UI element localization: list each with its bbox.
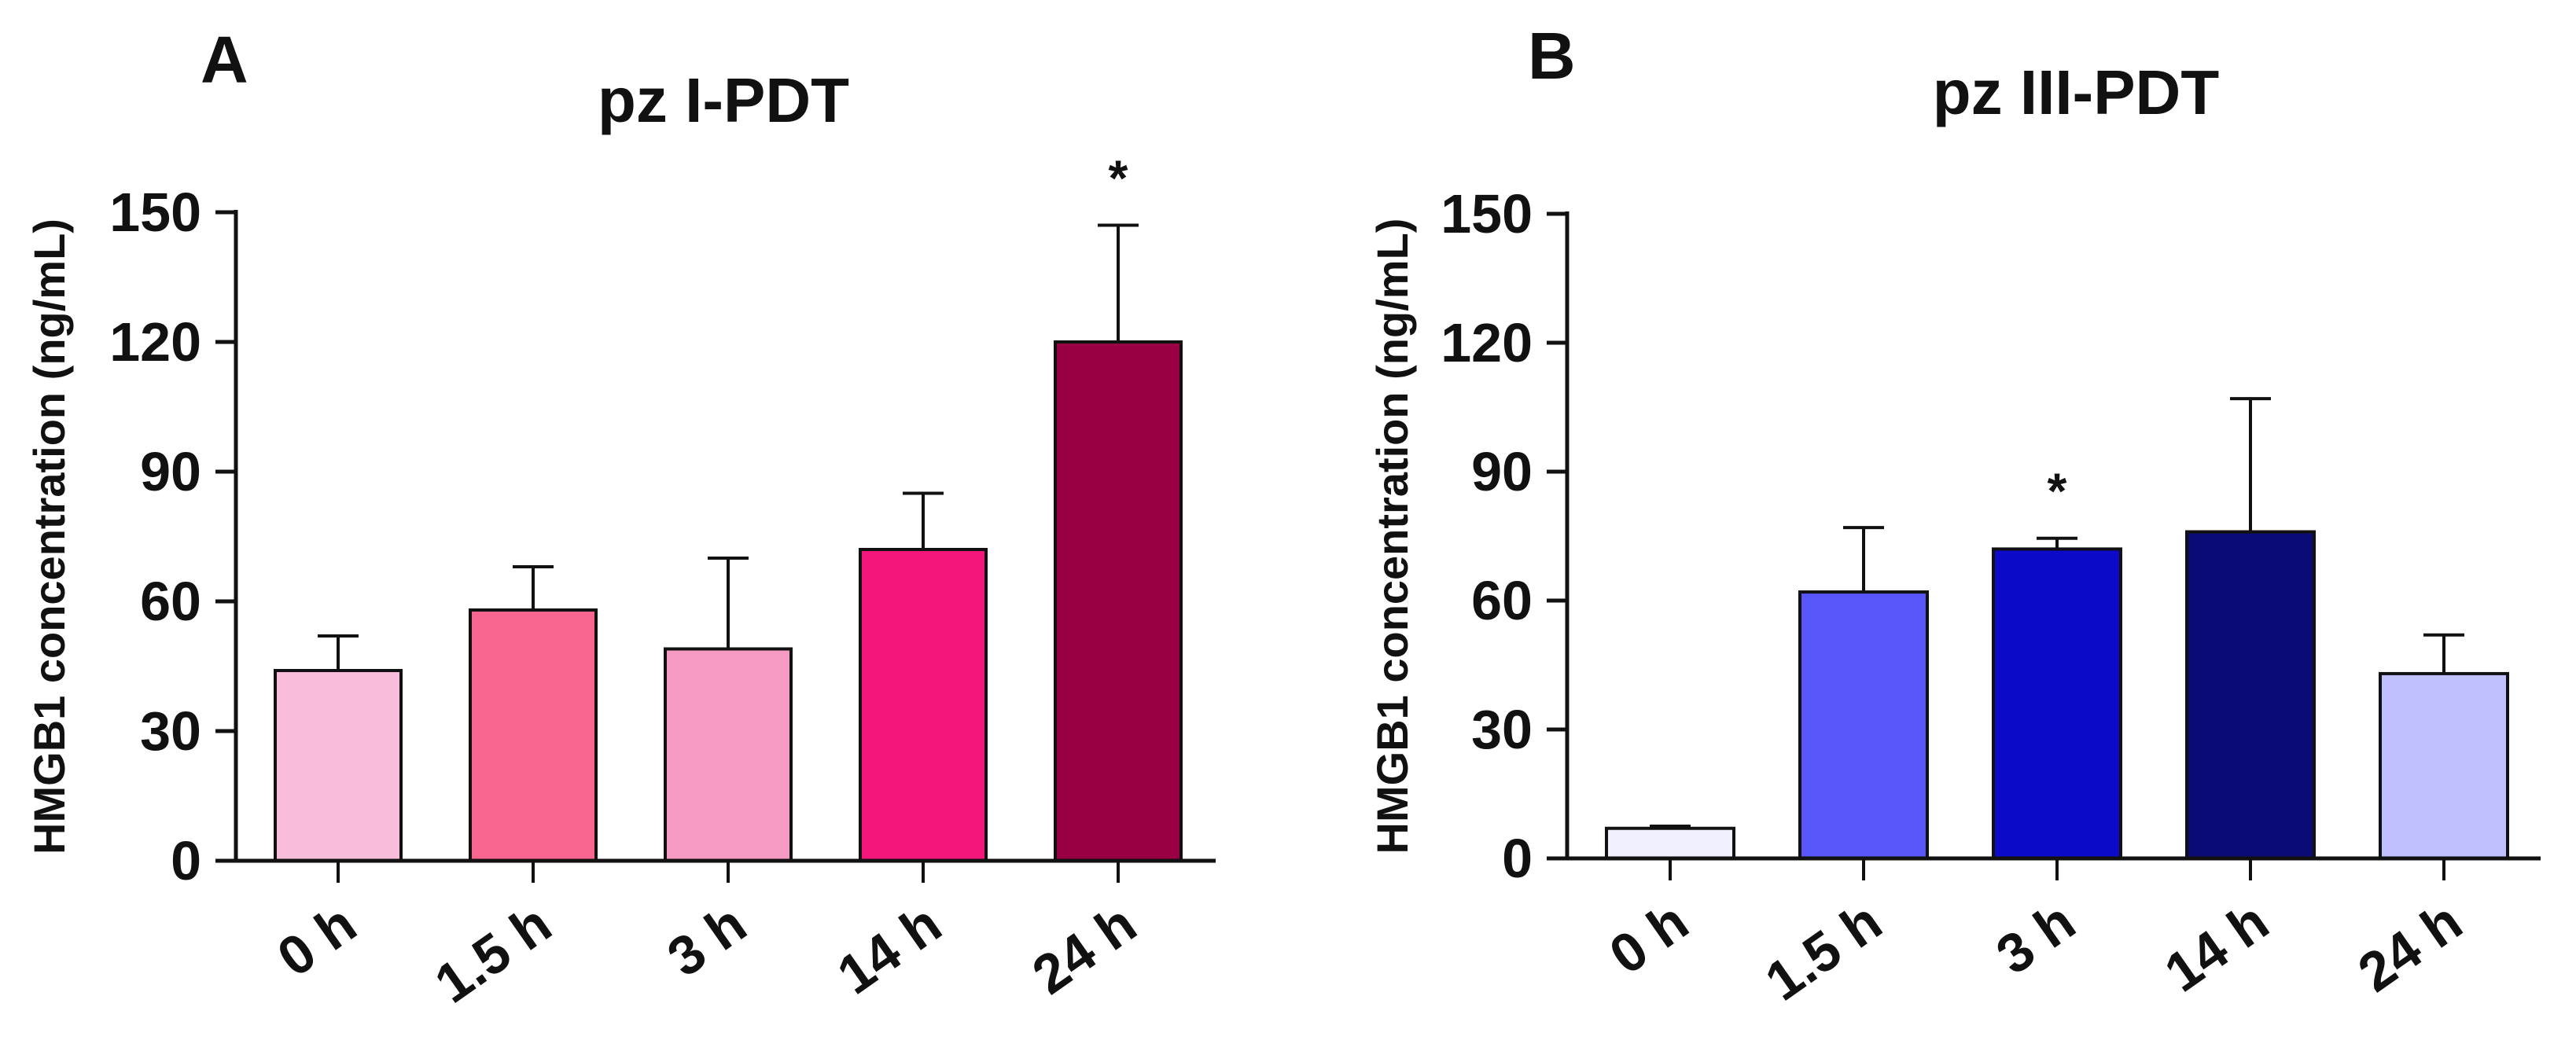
panel-b-y-tick-label: 90 [1471,441,1533,502]
panel-b-x-tick-label: 24 h [2347,890,2472,1003]
panel-a-bar [469,608,598,862]
panel-b-title: pz III-PDT [1933,57,2220,127]
panel-b-y-tick-label: 0 [1502,828,1533,889]
panel-b-bar [1798,590,1929,860]
panel-a-x-tick-label: 0 h [267,892,367,988]
panel-a-x-tick-label: 1.5 h [424,892,561,1014]
panel-a-label: A [201,23,248,97]
panel-b-x-tick-label: 3 h [1985,890,2086,986]
panel-a-y-tick-label: 150 [109,182,201,243]
panel-b-label: B [1528,19,1576,93]
panel-b-y-tick-label: 30 [1471,699,1533,760]
panel-a-y-tick-label: 120 [109,311,201,373]
panel-a-x-tick-label: 14 h [826,892,951,1005]
panel-b-bar [2379,671,2509,861]
panel-b-x-tick-label: 0 h [1599,890,1699,986]
panel-b-y-axis-label: HMGB1 concentration (ng/mL) [1367,219,1417,854]
panel-b-y-tick-label: 150 [1441,183,1533,244]
panel-a-bar [274,669,403,862]
panel-b-bar [1605,826,1735,860]
panel-b-y-tick-label: 120 [1441,312,1533,373]
panel-a-y-tick-label: 30 [140,700,201,762]
panel-a-bar [859,548,988,862]
panel-a-y-axis-label: HMGB1 concentration (ng/mL) [24,219,74,854]
panel-a-x-tick-label: 24 h [1021,892,1146,1005]
panel-a-significance-marker: * [1109,150,1128,207]
panel-b-bar [2185,530,2316,860]
panel-a-y-tick-label: 60 [140,571,201,632]
panel-a-bar [664,647,793,862]
panel-a-x-tick-label: 3 h [657,892,757,988]
panel-b-bar [1992,547,2122,861]
panel-a-bar [1054,340,1183,862]
panel-a-y-tick-label: 90 [140,441,201,502]
panel-a-y-tick-label: 0 [171,830,201,891]
panel-b-significance-marker: * [2048,463,2067,520]
panel-b-y-tick-label: 60 [1471,570,1533,631]
panel-b-x-tick-label: 1.5 h [1754,890,1892,1012]
panel-a-chart: Apz I-PDT HMGB1 concentration (ng/mL) * 0 30… [24,23,1216,1015]
panel-a-title: pz I-PDT [598,65,849,135]
panel-b-x-tick-label: 14 h [2154,890,2279,1003]
